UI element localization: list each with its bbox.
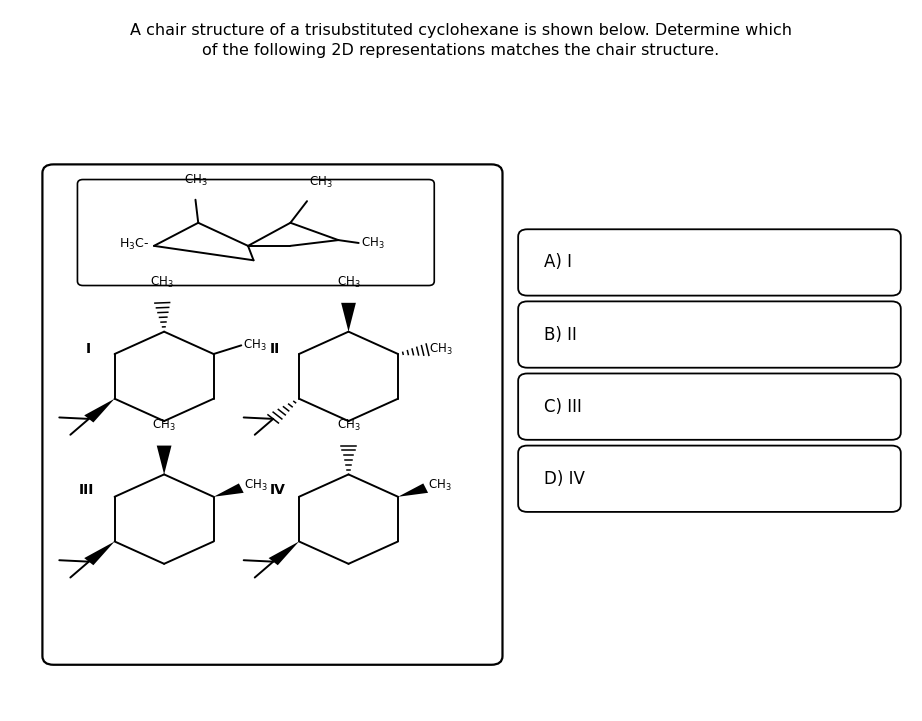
Polygon shape bbox=[268, 541, 299, 565]
Text: $\mathregular{CH_3}$: $\mathregular{CH_3}$ bbox=[429, 478, 452, 492]
Text: $\mathregular{CH_3}$: $\mathregular{CH_3}$ bbox=[149, 275, 173, 290]
Text: of the following 2D representations matches the chair structure.: of the following 2D representations matc… bbox=[202, 43, 720, 58]
FancyBboxPatch shape bbox=[42, 164, 502, 665]
Text: $\mathregular{CH_3}$: $\mathregular{CH_3}$ bbox=[152, 417, 176, 433]
Text: III: III bbox=[78, 483, 94, 497]
Text: $\mathregular{H_3C}$-: $\mathregular{H_3C}$- bbox=[119, 237, 149, 252]
Polygon shape bbox=[84, 399, 114, 423]
Text: $\mathregular{CH_3}$: $\mathregular{CH_3}$ bbox=[430, 342, 453, 357]
Text: A chair structure of a trisubstituted cyclohexane is shown below. Determine whic: A chair structure of a trisubstituted cy… bbox=[130, 23, 792, 38]
FancyBboxPatch shape bbox=[518, 446, 901, 512]
Text: $\mathregular{CH_3}$: $\mathregular{CH_3}$ bbox=[337, 417, 361, 433]
Polygon shape bbox=[214, 484, 243, 497]
Text: $\mathregular{CH_3}$: $\mathregular{CH_3}$ bbox=[244, 478, 267, 492]
Polygon shape bbox=[84, 541, 114, 565]
Text: II: II bbox=[270, 342, 280, 356]
FancyBboxPatch shape bbox=[518, 373, 901, 440]
Polygon shape bbox=[398, 484, 428, 497]
Text: $\mathregular{CH_3}$: $\mathregular{CH_3}$ bbox=[309, 174, 333, 190]
Text: IV: IV bbox=[270, 483, 286, 497]
FancyBboxPatch shape bbox=[518, 301, 901, 368]
Text: I: I bbox=[86, 342, 91, 356]
Text: B) II: B) II bbox=[544, 326, 577, 343]
Polygon shape bbox=[157, 446, 171, 474]
Text: $\mathregular{CH_3}$: $\mathregular{CH_3}$ bbox=[337, 275, 361, 290]
Text: $\mathregular{CH_3}$: $\mathregular{CH_3}$ bbox=[243, 338, 266, 353]
Text: $\mathregular{CH_3}$: $\mathregular{CH_3}$ bbox=[183, 173, 207, 188]
Text: C) III: C) III bbox=[544, 398, 582, 415]
Text: A) I: A) I bbox=[544, 254, 572, 271]
Text: D) IV: D) IV bbox=[544, 470, 585, 487]
FancyBboxPatch shape bbox=[518, 229, 901, 296]
FancyBboxPatch shape bbox=[77, 180, 434, 286]
Polygon shape bbox=[341, 303, 356, 332]
Text: $\mathregular{CH_3}$: $\mathregular{CH_3}$ bbox=[361, 236, 384, 250]
